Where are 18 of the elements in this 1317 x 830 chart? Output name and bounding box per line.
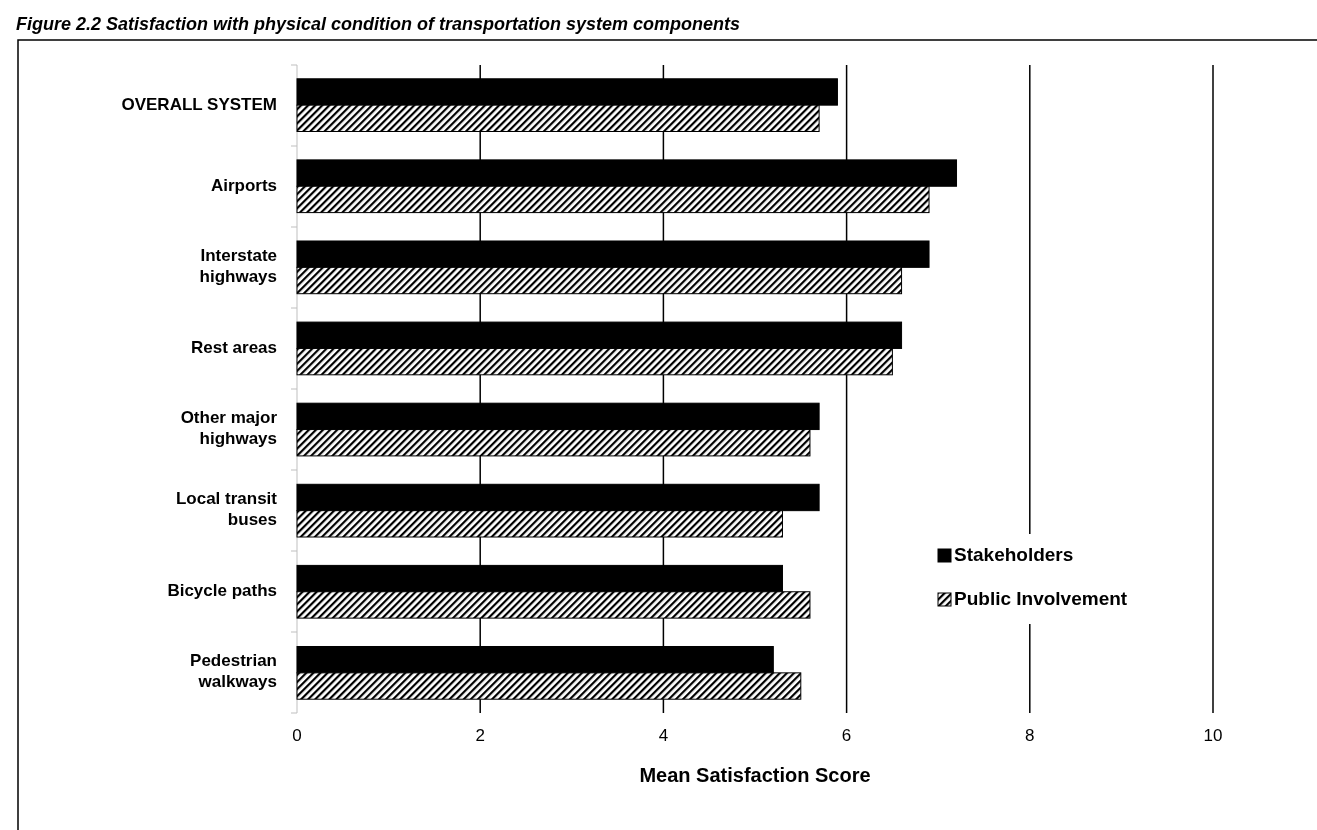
y-tick-label: Rest areas (190, 337, 277, 357)
y-tick-label: Interstate highways (199, 246, 277, 287)
y-tick-label: Bicycle paths (167, 580, 277, 600)
x-tick-label: 8 (1025, 726, 1035, 745)
x-tick-label: 6 (841, 726, 852, 745)
x-tick-label: 4 (658, 726, 669, 745)
x-tick-label: 0 (292, 726, 302, 745)
x-tick-label: 10 (1203, 726, 1223, 745)
x-axis-title: Mean Satisfaction Score (639, 764, 871, 786)
chart-title: Figure 2.2 Satisfaction with physical condition of transportation system components (16, 14, 741, 34)
y-tick-label: Pedestrian walkways (190, 651, 277, 692)
legend-label: Stakeholders (954, 544, 1074, 566)
legend-label: Public Involvement (954, 588, 1128, 610)
y-tick-label: Airports (210, 175, 277, 195)
y-tick-label: OVERALL SYSTEM (121, 94, 277, 114)
y-tick-label: Local transit buses (175, 489, 278, 530)
x-tick-label: 2 (475, 726, 485, 745)
y-tick-label: Other major highways (180, 408, 278, 449)
